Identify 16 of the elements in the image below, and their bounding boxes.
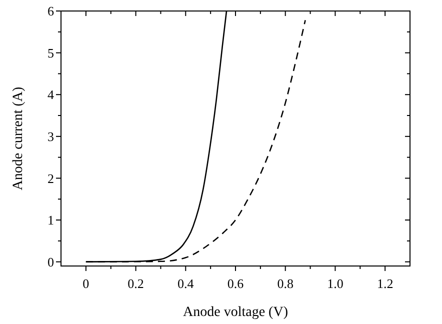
x-tick-label: 1.0 <box>327 276 344 291</box>
x-tick-label: 0.4 <box>178 276 194 291</box>
y-tick-label: 4 <box>48 87 54 102</box>
x-tick-label: 1.2 <box>376 276 394 291</box>
x-tick-label: 0.2 <box>128 276 144 291</box>
x-tick-label: 0 <box>82 276 90 291</box>
y-tick-label: 2 <box>48 170 54 186</box>
y-tick-label: 6 <box>48 4 54 19</box>
x-tick-label: 0.6 <box>227 276 244 291</box>
y-tick-label: 5 <box>48 45 54 60</box>
y-tick-label: 1 <box>48 212 54 228</box>
y-tick-label: 3 <box>48 128 54 144</box>
y-axis-title: Anode current (A) <box>11 86 26 190</box>
x-tick-label: 0.8 <box>277 276 294 291</box>
x-axis-title: Anode voltage (V) <box>183 305 288 320</box>
y-tick-label: 0 <box>48 254 54 270</box>
